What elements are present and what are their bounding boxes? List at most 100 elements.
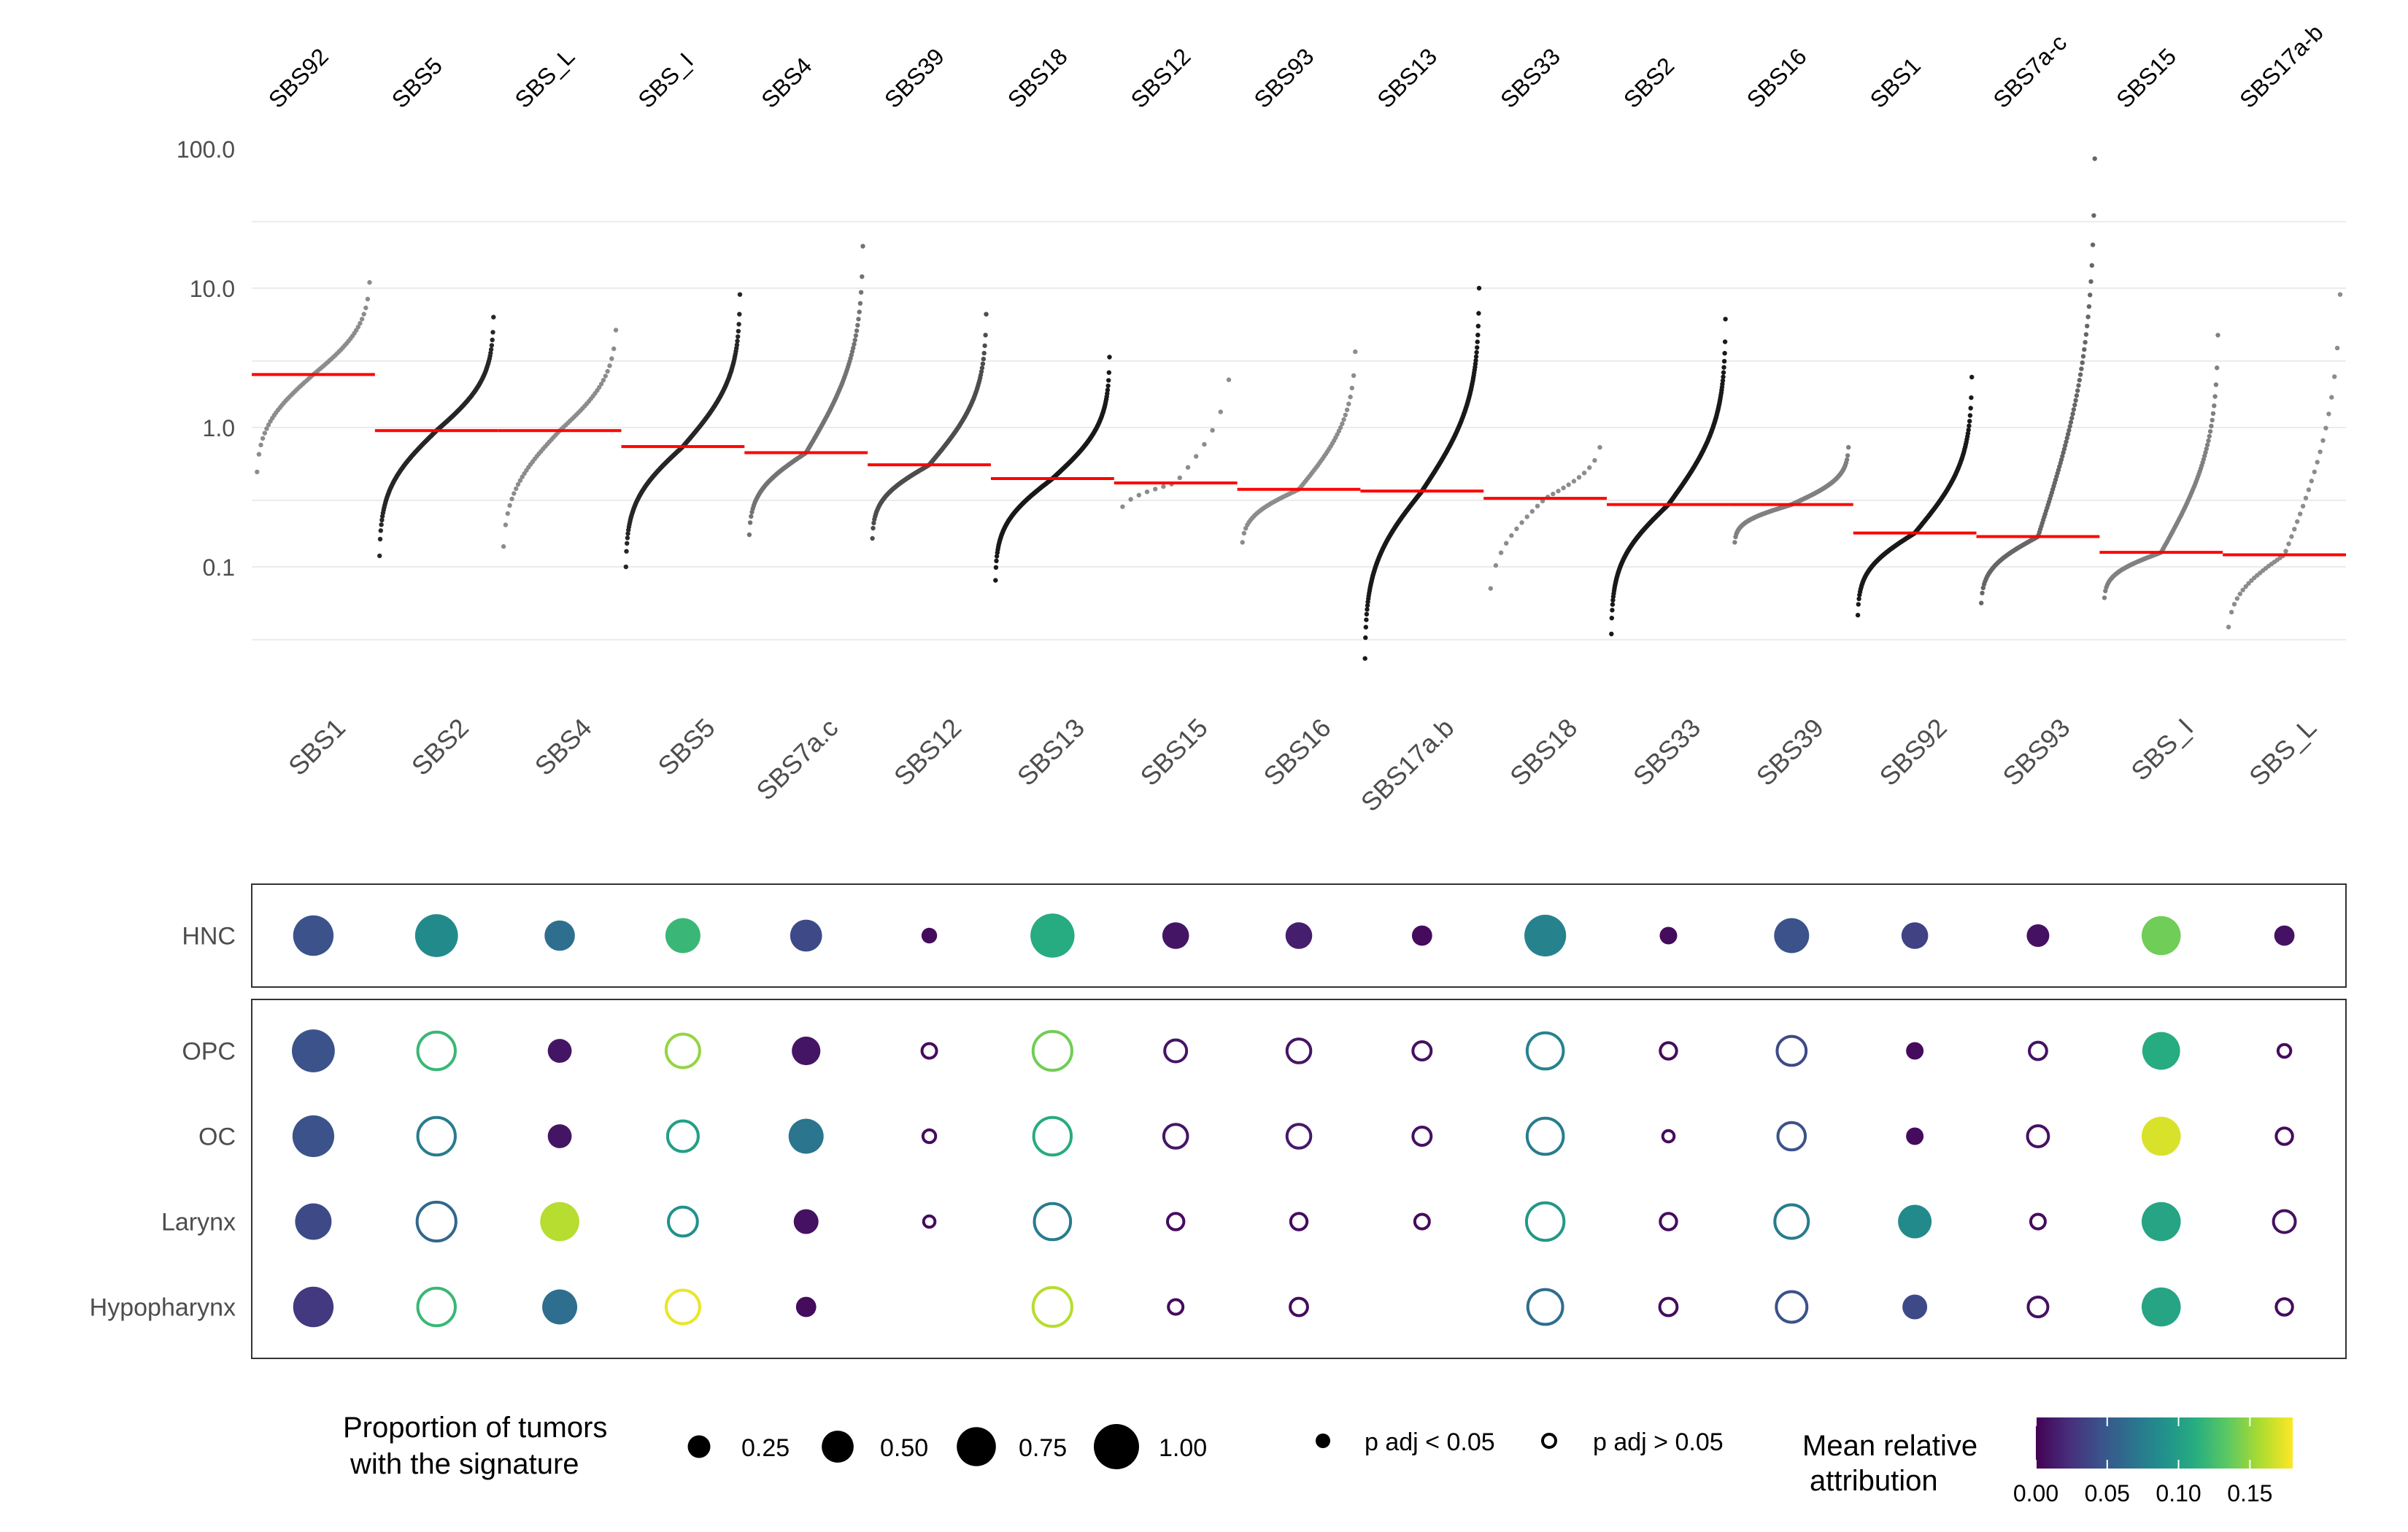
bubble-nonsignificant bbox=[1411, 1126, 1433, 1147]
data-point bbox=[2306, 487, 2312, 492]
data-point bbox=[1720, 382, 1725, 387]
data-point bbox=[2237, 591, 2242, 597]
data-point bbox=[1364, 617, 1369, 622]
bubble-significant bbox=[2274, 925, 2295, 946]
bubble-x-label: SBS5 bbox=[652, 713, 720, 781]
bubble-significant bbox=[293, 915, 334, 956]
data-point bbox=[2243, 584, 2248, 589]
data-point bbox=[489, 343, 495, 348]
data-point bbox=[983, 333, 988, 338]
bubble-x-label: SBS_L bbox=[2243, 713, 2322, 792]
data-point bbox=[503, 522, 509, 527]
data-point bbox=[2064, 439, 2069, 444]
data-point bbox=[1721, 374, 1726, 379]
data-point bbox=[379, 522, 384, 527]
bubble-panel: OPC OC Larynx Hypopharynx bbox=[90, 999, 2347, 1359]
data-point bbox=[605, 368, 610, 374]
data-point bbox=[1106, 378, 1111, 383]
color-legend-title-line2: attribution bbox=[1810, 1465, 1938, 1497]
data-point bbox=[1226, 377, 1232, 382]
data-point bbox=[488, 347, 494, 352]
data-point bbox=[2089, 263, 2094, 268]
bubble-nonsignificant bbox=[666, 1205, 699, 1238]
data-point bbox=[488, 350, 493, 356]
bubble-significant bbox=[793, 1209, 819, 1234]
data-point bbox=[359, 317, 365, 322]
data-point bbox=[856, 317, 861, 322]
data-point bbox=[1240, 540, 1245, 545]
data-point bbox=[852, 338, 857, 343]
data-point bbox=[2213, 382, 2219, 387]
data-point bbox=[2212, 403, 2217, 409]
data-point bbox=[1610, 608, 1615, 613]
data-point bbox=[1856, 596, 1861, 601]
bubble-x-label: SBS92 bbox=[1874, 713, 1953, 792]
size-legend-items: 0.25 0.50 0.75 1.00 bbox=[687, 1424, 1207, 1469]
bubble-nonsignificant bbox=[2026, 1296, 2050, 1318]
data-point bbox=[2092, 156, 2097, 161]
colorbar-ticks: 0.00 0.05 0.10 0.15 bbox=[2013, 1417, 2272, 1506]
data-point bbox=[491, 314, 496, 320]
data-point bbox=[736, 322, 741, 327]
data-point bbox=[2210, 411, 2216, 416]
bubble-nonsignificant bbox=[1289, 1296, 1309, 1318]
data-point bbox=[2082, 347, 2087, 352]
data-point bbox=[2074, 393, 2080, 398]
data-point bbox=[1210, 428, 1215, 433]
bubble-significant bbox=[547, 1039, 572, 1063]
data-point bbox=[2289, 534, 2294, 539]
data-point bbox=[1969, 374, 1975, 380]
data-point bbox=[858, 290, 864, 295]
data-point bbox=[980, 361, 986, 366]
row-label: HNC bbox=[182, 923, 236, 951]
color-legend-title-line1: Mean relative bbox=[1802, 1430, 1977, 1462]
data-point bbox=[2323, 425, 2328, 430]
top-column-labels: SBS92 SBS5 SBS_L SBS_I SBS4 SBS39 SBS18 SBS12 SB… bbox=[263, 19, 2328, 113]
top-gridlines bbox=[252, 220, 2346, 641]
bubble-nonsignificant bbox=[1162, 1123, 1189, 1150]
data-point bbox=[1509, 533, 1514, 538]
data-point bbox=[1153, 487, 1158, 492]
data-point bbox=[2286, 541, 2291, 546]
prevalence-bubble-chart: SBS1 SBS2 SBS4 SBS5 SBS7a.c SBS12 SBS13 SBS15 SB… bbox=[90, 713, 2347, 1359]
data-point bbox=[2068, 419, 2074, 425]
data-point bbox=[2077, 372, 2083, 377]
top-median-lines bbox=[252, 373, 2346, 557]
column-label: SBS18 bbox=[1003, 43, 1073, 113]
data-point bbox=[2215, 333, 2220, 338]
size-legend-dot-icon bbox=[957, 1427, 996, 1466]
data-point bbox=[2318, 449, 2323, 454]
data-point bbox=[624, 549, 629, 554]
data-point bbox=[2204, 442, 2210, 447]
data-point bbox=[979, 365, 985, 371]
nonsig-open-dot-icon bbox=[1541, 1433, 1557, 1449]
data-point bbox=[860, 244, 865, 249]
bubble-significant bbox=[293, 1286, 334, 1328]
data-point bbox=[1566, 482, 1571, 487]
data-point bbox=[1845, 453, 1851, 458]
bubble-significant bbox=[542, 1289, 578, 1325]
data-point bbox=[1218, 409, 1224, 414]
colorbar-tick-label: 0.10 bbox=[2156, 1480, 2201, 1506]
bubble-nonsignificant bbox=[1773, 1203, 1810, 1240]
data-point bbox=[1551, 491, 1556, 497]
bubble-nonsignificant bbox=[1031, 1029, 1073, 1072]
data-point bbox=[2320, 438, 2326, 443]
bubble-significant bbox=[540, 1202, 579, 1242]
data-point bbox=[1473, 361, 1478, 366]
data-point bbox=[2226, 624, 2231, 630]
data-point bbox=[851, 345, 856, 351]
bubble-x-label: SBS_I bbox=[2125, 713, 2199, 786]
data-point bbox=[1475, 345, 1480, 350]
data-point bbox=[2295, 519, 2300, 525]
y-tick-label: 100.0 bbox=[177, 136, 235, 163]
data-point bbox=[1144, 490, 1150, 495]
data-point bbox=[2086, 304, 2092, 309]
data-point bbox=[1185, 465, 1191, 470]
sig-legend-label: p adj < 0.05 bbox=[1365, 1428, 1495, 1456]
column-label: SBS17a-b bbox=[2234, 19, 2328, 113]
bubble-nonsignificant bbox=[1658, 1296, 1679, 1318]
bubble-significant bbox=[1898, 1204, 1932, 1239]
data-point bbox=[1576, 475, 1582, 480]
